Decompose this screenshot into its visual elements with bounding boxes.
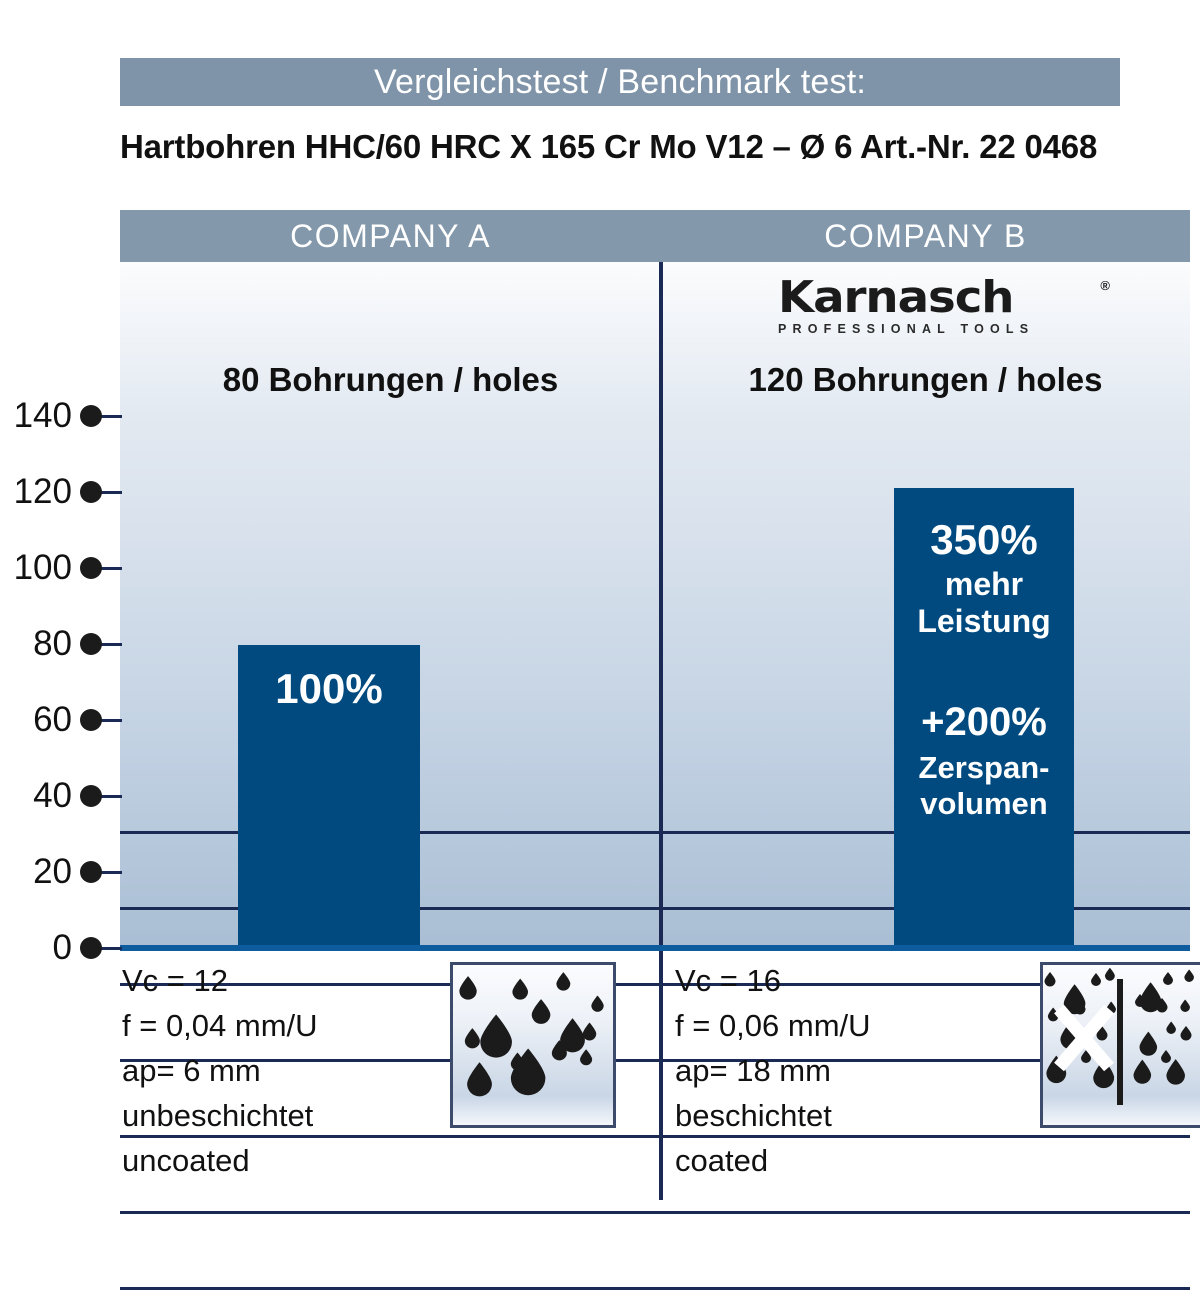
karnasch-logo: Karnasch ® PROFESSIONAL TOOLS [778,276,1110,340]
axis-tick-label: 20 [33,852,72,891]
axis-tick-stub [96,795,122,798]
spec-line: Vc = 12 [122,963,228,998]
axis-tick-stub [96,871,122,874]
company-b-label: COMPANY B [824,217,1027,254]
axis-tick-dot [80,633,102,655]
axis-tick-dot [80,405,102,427]
divider-bar-icon [1117,979,1123,1105]
bar-company-b-second-sub: Zerspan-volumen [918,750,1050,821]
axis-tick-stub [96,719,122,722]
gridline [120,1135,1190,1138]
company-b-header: COMPANY B [661,210,1190,262]
spec-line: Vc = 16 [675,963,781,998]
company-a-header: COMPANY A [120,210,661,262]
company-a-label: COMPANY A [290,217,491,254]
karnasch-tagline: PROFESSIONAL TOOLS [778,322,1035,336]
gridline [120,1059,1190,1062]
bar-company-b-main-sub: mehr Leistung [917,566,1051,639]
axis-tick-stub [96,415,122,418]
registered-trademark-icon: ® [1100,278,1110,293]
axis-tick-label: 0 [52,928,72,967]
bar-company-b [894,488,1074,948]
axis-tick-label: 100 [13,548,72,587]
axis-tick-dot [80,557,102,579]
gridline [120,831,1190,834]
company-a-holes-text: 80 Bohrungen / holes [222,361,559,398]
axis-tick-dot [80,481,102,503]
axis-tick-label: 80 [33,624,72,663]
karnasch-wordmark: Karnasch [778,272,1014,323]
company-b-holes: 120 Bohrungen / holes [661,352,1190,408]
company-header-band: COMPANY A COMPANY B [120,210,1190,262]
axis-tick-stub [96,643,122,646]
no-coolant-mql-svg [1044,967,1194,1105]
bar-company-a [238,645,420,948]
coolant-drops-icon [450,962,616,1128]
axis-tick-label: 140 [13,396,72,435]
axis-tick-stub [96,567,122,570]
spec-line: ap= 6 mm [122,1053,261,1088]
axis-tick-dot [80,709,102,731]
spec-line: coated [675,1143,769,1178]
spec-line: beschichtet [675,1098,832,1133]
cross-out-icon [1054,1004,1114,1072]
benchmark-subtitle-row: Hartbohren HHC/60 HRC X 165 Cr Mo V12 – … [120,122,1200,172]
bar-company-a-label: 100% [275,665,383,712]
spec-line: f = 0,04 mm/U [122,1008,318,1043]
spec-line: uncoated [122,1143,250,1178]
spec-line: unbeschichtet [122,1098,314,1133]
column-divider [659,262,663,1200]
company-b-holes-text: 120 Bohrungen / holes [748,361,1103,398]
coolant-drops-svg [459,972,604,1097]
no-coolant-mql-icon [1040,962,1200,1128]
spec-line: ap= 18 mm [675,1053,831,1088]
axis-tick-stub [96,947,122,950]
page-title: Vergleichstest / Benchmark test: [373,62,867,101]
axis-tick-dot [80,785,102,807]
gridline [120,907,1190,910]
axis-tick-label: 60 [33,700,72,739]
spec-line: f = 0,06 mm/U [675,1008,871,1043]
company-a-specs: Vc = 12 f = 0,04 mm/U ap= 6 mm unbeschichte… [122,958,452,1183]
benchmark-title-band: Vergleichstest / Benchmark test: [120,58,1120,106]
axis-tick-label: 40 [33,776,72,815]
axis-tick-dot [80,937,102,959]
upper-info-panel [120,262,1190,416]
company-a-holes: 80 Bohrungen / holes [120,352,661,408]
axis-tick-stub [96,491,122,494]
gridline [120,983,1190,986]
bar-company-b-main-percent: 350% [930,516,1038,563]
chart-baseline [120,945,1190,951]
gridline [120,1211,1190,1214]
bar-company-b-second-percent: +200% [921,700,1047,744]
benchmark-subtitle: Hartbohren HHC/60 HRC X 165 Cr Mo V12 – … [120,128,1098,165]
axis-tick-dot [80,861,102,883]
axis-tick-label: 120 [13,472,72,511]
company-b-specs: Vc = 16 f = 0,06 mm/U ap= 18 mm beschichtet… [675,958,1015,1183]
